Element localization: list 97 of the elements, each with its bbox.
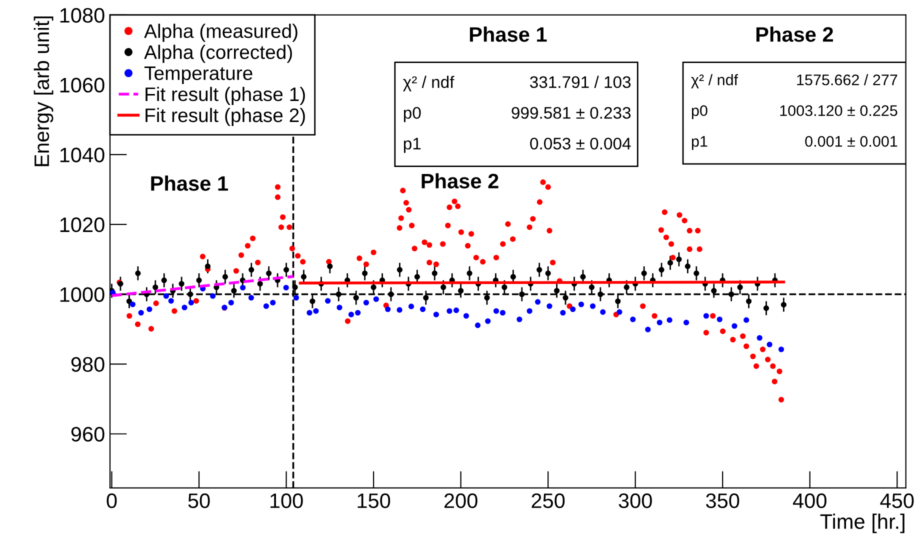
point <box>373 296 379 302</box>
point <box>293 294 300 301</box>
point <box>248 294 254 301</box>
point <box>446 308 452 314</box>
point <box>526 308 532 314</box>
point <box>656 320 662 326</box>
point <box>396 307 402 313</box>
x-tick-label: 0 <box>106 493 117 508</box>
point <box>600 309 606 315</box>
point <box>210 293 216 299</box>
point <box>756 335 762 341</box>
point <box>474 322 481 328</box>
point <box>616 309 622 315</box>
legend-label: Fit result (phase 1) <box>146 86 305 105</box>
annotation: p1 <box>692 136 708 150</box>
legend-label: Fit result (phase 2) <box>146 108 305 126</box>
annotation: Phase 2 <box>756 26 833 42</box>
annotation: p0 <box>692 105 708 120</box>
point <box>578 302 584 308</box>
point <box>348 312 354 318</box>
point <box>146 306 152 312</box>
legend-label: Alpha (corrected) <box>144 44 292 63</box>
annotation: Phase 2 <box>422 173 498 188</box>
point <box>590 303 596 309</box>
point <box>240 284 246 290</box>
point <box>433 312 439 318</box>
x-axis-title: Time [hr.] <box>820 514 904 534</box>
x-tick-label: 450 <box>880 493 914 508</box>
annotation: 0.001 ± 0.001 <box>805 136 898 147</box>
point <box>130 302 136 308</box>
y-tick-label: 1060 <box>60 78 104 93</box>
point <box>270 300 276 306</box>
legend-label: Temperature <box>144 66 252 84</box>
point <box>228 300 234 306</box>
point <box>778 346 784 352</box>
point <box>182 304 188 310</box>
point <box>684 320 690 326</box>
annotation: 1003.120 ± 0.225 <box>780 105 898 116</box>
annotation: χ² / ndf <box>691 74 738 88</box>
x-tick-label: 150 <box>358 493 390 508</box>
point <box>546 303 552 309</box>
point <box>463 313 469 319</box>
x-tick-label: 250 <box>532 493 565 508</box>
annotation: 331.791 / 103 <box>530 76 631 88</box>
point <box>355 310 361 316</box>
y-tick-label: 1080 <box>60 8 104 23</box>
y-tick-label: 980 <box>71 357 104 372</box>
point <box>453 308 460 314</box>
point <box>138 310 144 316</box>
point <box>560 310 566 316</box>
point <box>703 313 709 319</box>
annotation: p0 <box>404 106 421 122</box>
point <box>732 323 738 329</box>
point <box>666 317 672 323</box>
point <box>744 317 750 323</box>
point <box>408 304 414 310</box>
x-tick-label: 350 <box>706 493 740 508</box>
y-tick-label: 1020 <box>60 217 104 232</box>
point <box>385 306 391 312</box>
annotation: χ² / ndf <box>403 76 454 92</box>
point <box>716 316 722 322</box>
point <box>325 298 331 304</box>
x-tick-label: 50 <box>188 493 210 508</box>
y-tick-label: 960 <box>71 426 104 442</box>
point <box>500 310 506 316</box>
annotation: Phase 1 <box>470 26 547 42</box>
point <box>570 306 576 312</box>
point <box>188 300 194 306</box>
y-tick-label: 1040 <box>60 148 104 162</box>
x-tick-label: 100 <box>270 493 303 508</box>
y-tick-label: 1000 <box>60 287 104 302</box>
point <box>168 298 174 304</box>
point <box>535 299 541 305</box>
point <box>336 304 342 310</box>
annotation: 0.053 ± 0.004 <box>530 138 631 150</box>
annotation: 999.581 ± 0.233 <box>512 106 631 119</box>
point <box>263 303 269 309</box>
point <box>313 308 319 314</box>
point <box>485 318 491 324</box>
point <box>420 306 426 312</box>
point <box>766 342 772 348</box>
point <box>306 310 312 316</box>
y-axis-title: Energy [arb unit] <box>34 16 54 166</box>
point <box>516 316 522 322</box>
x-tick-label: 400 <box>792 493 826 508</box>
point <box>283 284 289 290</box>
x-tick-label: 200 <box>444 493 478 508</box>
x-tick-label: 300 <box>618 493 652 508</box>
annotation: Phase 1 <box>151 176 228 191</box>
annotation: p1 <box>404 138 421 153</box>
point <box>645 326 651 332</box>
point <box>493 308 500 314</box>
annotation: 1575.662 / 277 <box>797 74 898 86</box>
legend-label: Alpha (measured) <box>144 24 298 42</box>
point <box>630 316 636 322</box>
point <box>163 293 169 299</box>
point <box>363 300 369 306</box>
